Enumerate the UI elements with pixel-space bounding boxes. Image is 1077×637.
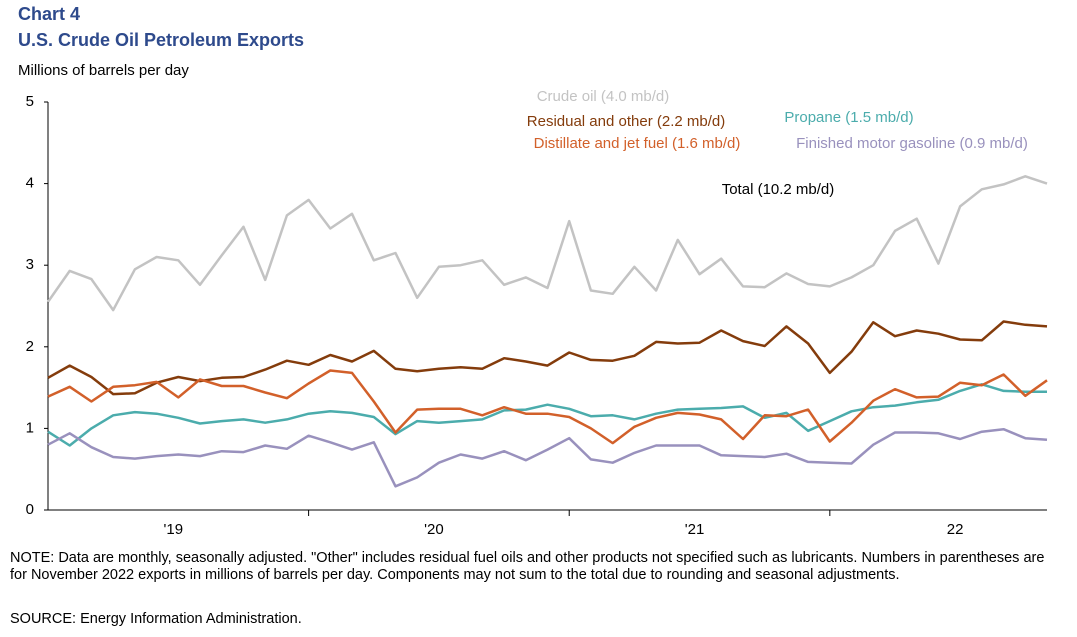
x-tick-label: 22 xyxy=(947,521,964,538)
chart-subtitle: U.S. Crude Oil Petroleum Exports xyxy=(18,30,304,50)
y-tick-label: 2 xyxy=(26,338,34,355)
source: SOURCE: Energy Information Administratio… xyxy=(10,611,302,627)
series-line xyxy=(47,383,1047,447)
y-tick-label: 3 xyxy=(26,256,34,273)
chart-title: Chart 4 xyxy=(18,4,80,24)
note: NOTE: Data are monthly, seasonally adjus… xyxy=(10,550,1045,583)
y-tick-label: 5 xyxy=(26,93,34,110)
x-tick-label: '19 xyxy=(164,521,184,538)
x-tick-label: '20 xyxy=(424,521,444,538)
legend-label: Finished motor gasoline (0.9 mb/d) xyxy=(796,135,1028,152)
series-line xyxy=(46,175,1048,312)
legend-label: Propane (1.5 mb/d) xyxy=(784,109,913,126)
series-line xyxy=(47,427,1048,488)
legend-label: Residual and other (2.2 mb/d) xyxy=(527,113,725,130)
y-tick-label: 4 xyxy=(26,175,34,192)
legend-label: Distillate and jet fuel (1.6 mb/d) xyxy=(534,135,741,152)
chart: Chart 4 U.S. Crude Oil Petroleum Exports… xyxy=(18,4,1048,538)
legend-label: Crude oil (4.0 mb/d) xyxy=(537,88,670,105)
y-axis-label: Millions of barrels per day xyxy=(18,62,189,79)
annotation: Total (10.2 mb/d) xyxy=(722,181,835,198)
y-tick-label: 0 xyxy=(26,501,34,518)
series-line xyxy=(47,320,1048,396)
series-line xyxy=(47,369,1048,445)
x-tick-label: '21 xyxy=(685,521,705,538)
y-tick-label: 1 xyxy=(26,419,34,436)
